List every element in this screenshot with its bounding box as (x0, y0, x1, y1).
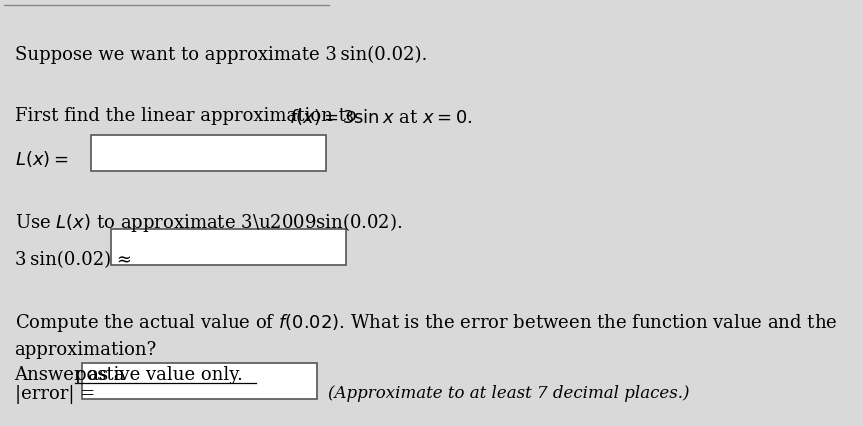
FancyBboxPatch shape (91, 136, 325, 171)
Text: 3 sin(0.02) ≈: 3 sin(0.02) ≈ (15, 250, 131, 268)
FancyBboxPatch shape (82, 363, 317, 399)
Text: |error| =: |error| = (15, 384, 95, 403)
Text: Answer as a: Answer as a (15, 366, 131, 383)
Text: Suppose we want to approximate 3 sin(0.02).: Suppose we want to approximate 3 sin(0.0… (15, 46, 427, 64)
Text: (Approximate to at least 7 decimal places.): (Approximate to at least 7 decimal place… (328, 384, 689, 401)
Text: approximation?: approximation? (15, 340, 157, 358)
Text: Use $L(x)$ to approximate 3\u2009sin(0.02).: Use $L(x)$ to approximate 3\u2009sin(0.0… (15, 211, 402, 234)
Text: $L(x) =$: $L(x) =$ (15, 148, 68, 168)
FancyBboxPatch shape (111, 230, 346, 265)
Text: $f(x) = 3\sin x$ at $x = 0$.: $f(x) = 3\sin x$ at $x = 0$. (289, 106, 473, 127)
Text: Compute the actual value of $f(0.02)$. What is the error between the function va: Compute the actual value of $f(0.02)$. W… (15, 311, 837, 333)
Text: postive value only.: postive value only. (75, 366, 243, 383)
Text: First find the linear approximation to: First find the linear approximation to (15, 106, 362, 124)
